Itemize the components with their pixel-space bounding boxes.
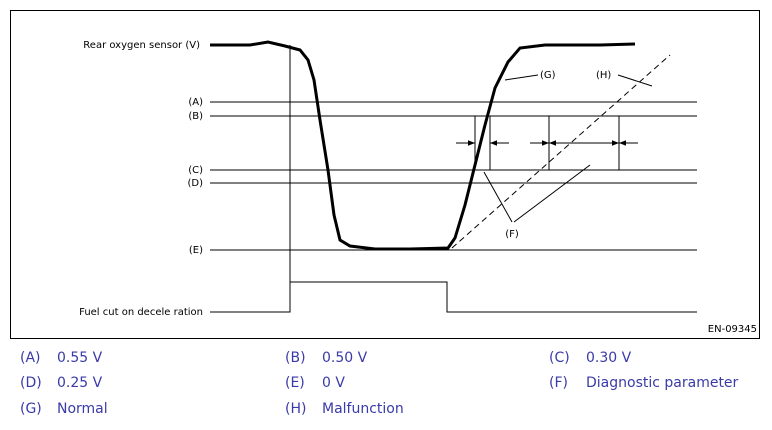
- level-label: (A): [188, 97, 203, 108]
- level-label: (E): [189, 245, 203, 256]
- fuel-label: Fuel cut on decele ration: [79, 307, 203, 318]
- legend-text: 0.50 V: [322, 350, 368, 366]
- level-label: (B): [188, 111, 203, 122]
- legend-code: (F): [549, 375, 568, 391]
- y-label: Rear oxygen sensor (V): [83, 40, 200, 51]
- legend-code: (C): [549, 350, 570, 366]
- legend-code: (D): [20, 375, 42, 391]
- legend-text: Diagnostic parameter: [586, 375, 739, 391]
- legend-text: 0.25 V: [57, 375, 103, 391]
- legend-text: Malfunction: [322, 401, 404, 417]
- frame: [10, 10, 760, 339]
- g-label: (G): [540, 70, 556, 81]
- legend-text: 0.30 V: [586, 350, 632, 366]
- level-label: (C): [188, 165, 203, 176]
- legend-code: (G): [20, 401, 42, 417]
- legend-code: (H): [285, 401, 306, 417]
- legend: (A) 0.55 V (B) 0.50 V (C) 0.30 V (D) 0.25 V (E) 0…: [20, 350, 739, 417]
- level-label: (D): [187, 178, 203, 189]
- h-label: (H): [596, 70, 611, 81]
- legend-code: (A): [20, 350, 41, 366]
- legend-text: 0.55 V: [57, 350, 103, 366]
- legend-text: 0 V: [322, 375, 345, 391]
- malfunction-curve: [451, 54, 671, 249]
- markers: [456, 74, 653, 223]
- fuel-cut-line: [210, 281, 697, 313]
- legend-text: Normal: [57, 401, 108, 417]
- legend-code: (B): [285, 350, 306, 366]
- legend-code: (E): [285, 375, 305, 391]
- f-label: (F): [505, 229, 519, 240]
- normal-curve: [210, 40, 636, 251]
- figure-id: EN-09345: [708, 324, 757, 335]
